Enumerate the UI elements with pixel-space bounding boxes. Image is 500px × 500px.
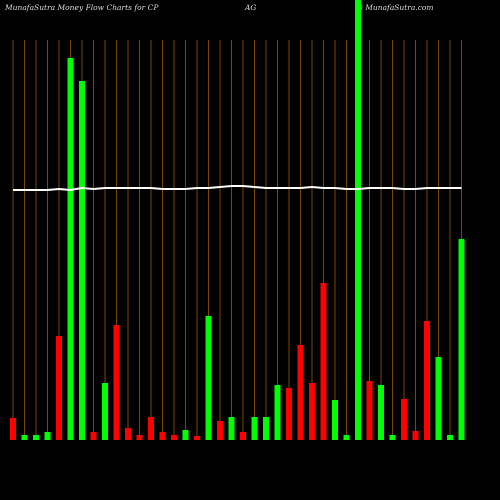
bar bbox=[148, 417, 154, 440]
bar bbox=[309, 383, 315, 440]
money-flow-line bbox=[13, 185, 462, 192]
bar bbox=[159, 432, 166, 440]
bar bbox=[136, 435, 143, 440]
bar bbox=[44, 432, 51, 440]
bar bbox=[125, 428, 131, 440]
bar bbox=[424, 321, 430, 440]
bar bbox=[228, 417, 235, 440]
bar bbox=[378, 385, 384, 440]
bar bbox=[389, 435, 396, 440]
bar bbox=[366, 381, 373, 440]
bar bbox=[171, 435, 177, 440]
bar bbox=[343, 435, 350, 440]
bar bbox=[447, 435, 453, 440]
bar bbox=[10, 418, 16, 440]
bar bbox=[113, 325, 120, 440]
bar bbox=[182, 430, 189, 440]
bar bbox=[56, 336, 62, 440]
bar bbox=[90, 432, 97, 440]
chart-title: MunafaSutra Money Flow Charts for CP bbox=[4, 3, 159, 12]
bar bbox=[251, 417, 258, 440]
bar bbox=[297, 345, 304, 440]
bar bbox=[435, 357, 442, 440]
bar bbox=[217, 421, 223, 440]
chart-title: () MunafaSutra.com bbox=[357, 3, 434, 12]
bar bbox=[194, 436, 200, 440]
bar bbox=[286, 388, 292, 440]
bar bbox=[320, 283, 327, 440]
bar bbox=[401, 399, 407, 440]
bar bbox=[355, 0, 361, 440]
bar bbox=[33, 435, 39, 440]
bar bbox=[67, 58, 74, 440]
bar bbox=[332, 400, 338, 440]
bar bbox=[205, 316, 212, 440]
bar bbox=[21, 435, 28, 440]
bar bbox=[240, 432, 246, 440]
chart-title: AG bbox=[244, 3, 256, 12]
bar bbox=[458, 239, 465, 440]
bar bbox=[79, 81, 85, 440]
bar bbox=[102, 383, 108, 440]
bar bbox=[263, 417, 269, 440]
bar bbox=[274, 385, 281, 440]
bar bbox=[412, 431, 419, 440]
